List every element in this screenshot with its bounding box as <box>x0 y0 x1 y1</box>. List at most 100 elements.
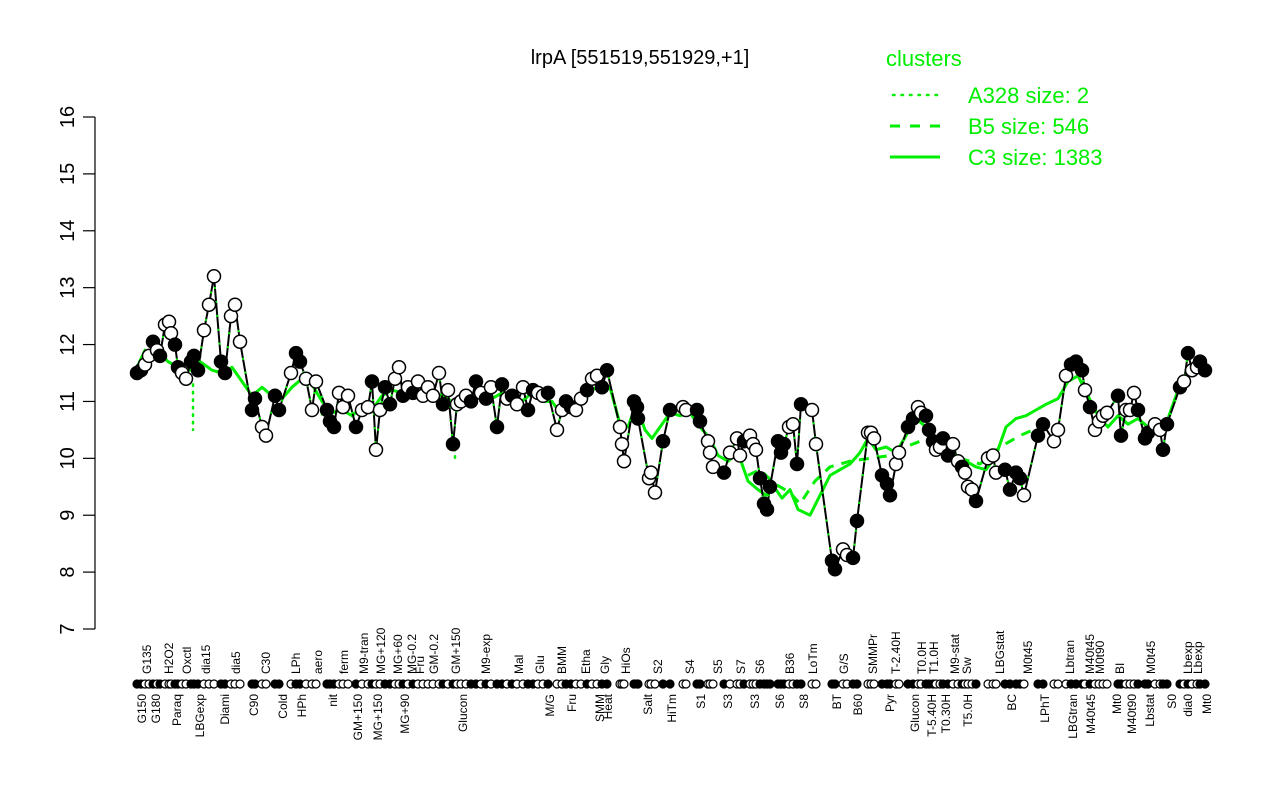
data-point-filled <box>1180 345 1196 361</box>
x-tick-label-top: G135 <box>140 644 154 674</box>
data-point-filled <box>716 465 732 480</box>
y-axis: 7 8 9 10 11 12 13 14 15 16 <box>57 106 96 635</box>
y-tick-label: 11 <box>57 391 79 412</box>
data-point-open <box>616 453 632 469</box>
data-point-open <box>196 323 212 338</box>
data-point-filled <box>762 479 778 495</box>
rug-marker <box>1053 679 1063 689</box>
data-point-filled <box>1159 416 1175 432</box>
rug-marker <box>991 679 1001 689</box>
y-tick-label: 13 <box>57 277 79 299</box>
x-tick-label-top: BMM <box>555 646 569 674</box>
data-point-filled <box>594 379 610 395</box>
data-point-filled <box>692 414 708 429</box>
x-tick-label-top: Gly <box>598 656 612 674</box>
x-tick-label-top: Sw <box>960 657 974 674</box>
x-tick-label-bottom: MG+150 <box>371 694 385 741</box>
x-tick-label-bottom: Pyr <box>883 694 897 712</box>
data-point-filled <box>968 493 984 509</box>
data-point-open <box>391 360 407 375</box>
data-point-open <box>201 297 217 312</box>
x-tick-label-top: S4 <box>683 659 697 674</box>
rug-marker <box>602 679 612 689</box>
data-point-filled <box>247 391 263 406</box>
data-point-open <box>705 459 721 475</box>
chart-title: lrpA [551519,551929,+1] <box>531 47 750 69</box>
x-tick-label-bottom: BT <box>830 693 844 709</box>
rug-marker <box>235 679 245 689</box>
x-tick-label-top: M9-exp <box>479 634 493 674</box>
rug-marker <box>1200 679 1210 689</box>
rug-marker <box>695 679 705 689</box>
x-tick-label-top: LoTm <box>806 643 820 674</box>
x-axis-labels: G135 H2O2 Oxctl dia15 dia5 C30 LPh aero ferm M9-t… <box>135 627 1214 740</box>
x-tick-label-top: dia15 <box>199 644 213 674</box>
data-point-filled <box>271 402 287 418</box>
data-point-filled <box>463 394 479 409</box>
data-point-open <box>304 402 320 418</box>
rug-marker <box>852 679 862 689</box>
x-tick-label-bottom: G150 <box>135 694 149 724</box>
x-rug-markers <box>132 679 1210 689</box>
data-point-open <box>985 448 1001 463</box>
x-tick-label-bottom: Heat <box>601 693 615 719</box>
x-tick-label-top: C30 <box>259 652 273 674</box>
data-point-filled <box>292 354 308 369</box>
data-point-filled <box>1082 399 1098 415</box>
x-tick-label-top: T1.0H <box>927 641 941 674</box>
data-point-open <box>614 436 630 452</box>
data-point-filled <box>190 362 206 378</box>
x-tick-label-top: GM+150 <box>449 627 463 674</box>
data-point-filled <box>1035 416 1051 432</box>
data-point-open <box>1016 488 1032 503</box>
x-tick-label-top: M9-stat <box>948 633 962 674</box>
rug-marker <box>681 679 691 689</box>
data-point-filled <box>845 550 861 566</box>
x-tick-label-bottom: dia0 <box>1181 694 1195 717</box>
x-tick-label-bottom: HiTm <box>665 694 679 723</box>
x-tick-label-bottom: C90 <box>247 694 261 716</box>
x-tick-label-bottom: Paraq <box>170 694 184 726</box>
rug-marker <box>633 679 643 689</box>
x-tick-label-top: G/S <box>837 653 851 674</box>
x-tick-label-top: GM-0.2 <box>427 634 441 674</box>
data-point-open <box>509 397 525 412</box>
legend-entry-c3: C3 size: 1383 <box>968 145 1103 170</box>
x-tick-label-top: LBGstat <box>993 630 1007 674</box>
x-tick-label-top: S6 <box>753 659 767 674</box>
data-point-open <box>549 422 565 438</box>
x-tick-label-bottom: B60 <box>851 694 865 716</box>
x-tick-label-bottom: G180 <box>149 694 163 724</box>
rug-marker <box>1102 679 1112 689</box>
data-point-open <box>440 382 456 398</box>
data-point-filled <box>1002 482 1018 497</box>
data-point-open <box>1050 422 1066 438</box>
data-point-open <box>1126 385 1142 401</box>
data-point-filled <box>918 408 934 423</box>
x-tick-label-bottom: Mt0 <box>1110 694 1124 714</box>
y-tick-label: 12 <box>57 333 79 355</box>
x-tick-label-bottom: GM+150 <box>351 694 365 741</box>
x-tick-label-top: M0t45 <box>1144 640 1158 674</box>
legend: clusters A328 size: 2 B5 size: 546 C3 si… <box>886 46 1103 170</box>
data-point-open <box>785 416 801 432</box>
rug-marker <box>619 679 629 689</box>
data-point-open <box>945 436 961 452</box>
data-point-open <box>732 448 748 463</box>
data-point-filled <box>520 402 536 418</box>
x-tick-label-bottom: T0.30H <box>939 694 953 733</box>
data-point-open <box>804 402 820 418</box>
y-tick-label: 15 <box>57 163 79 185</box>
x-tick-label-top: M40t45 <box>1083 634 1097 674</box>
rug-marker <box>665 679 675 689</box>
data-points <box>129 269 1213 577</box>
data-point-filled <box>1130 402 1146 418</box>
x-tick-label-bottom: Mt0 <box>1200 694 1214 714</box>
data-point-filled <box>489 419 505 435</box>
y-tick-label: 8 <box>57 567 79 578</box>
x-tick-label-top: MG+60 <box>391 634 405 674</box>
x-tick-label-bottom: S3 <box>748 694 762 709</box>
data-point-filled <box>326 419 342 435</box>
x-tick-label-bottom: T-5.40H <box>925 694 939 737</box>
x-tick-label-top: dia5 <box>229 651 243 674</box>
